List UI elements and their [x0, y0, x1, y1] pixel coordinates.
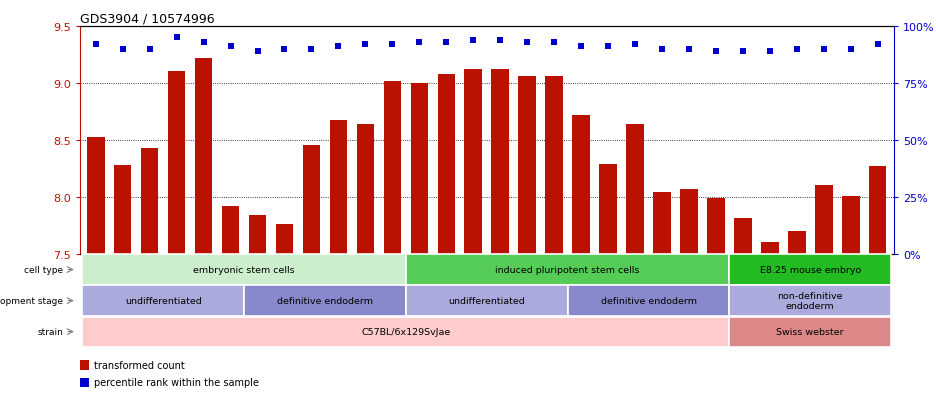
Bar [567, 286, 729, 316]
Point [385, 42, 400, 48]
Bar [244, 286, 406, 316]
Bar [384, 81, 402, 254]
Bar [729, 255, 891, 285]
Bar [729, 286, 891, 316]
Bar [680, 189, 697, 254]
Bar [546, 77, 563, 254]
Point [736, 49, 751, 55]
Text: E8.25 mouse embryo: E8.25 mouse embryo [760, 266, 861, 274]
Bar [626, 124, 644, 254]
Point [574, 44, 589, 51]
Text: cell type: cell type [23, 266, 63, 274]
Point [115, 46, 130, 53]
Point [169, 35, 184, 41]
Point [331, 44, 346, 51]
Bar [329, 121, 347, 254]
Bar [82, 255, 406, 285]
Bar [195, 59, 212, 254]
Bar [842, 196, 859, 254]
Point [277, 46, 292, 53]
Point [547, 40, 562, 46]
Bar [788, 231, 806, 254]
Bar [815, 186, 832, 254]
Text: GDS3904 / 10574996: GDS3904 / 10574996 [80, 13, 214, 26]
Bar [599, 164, 617, 254]
Point [197, 40, 212, 46]
Bar [464, 70, 482, 254]
Text: non-definitive
endoderm: non-definitive endoderm [778, 291, 843, 311]
Bar [141, 148, 158, 254]
Point [681, 46, 696, 53]
Point [142, 46, 157, 53]
Bar [411, 83, 428, 254]
Bar [734, 219, 752, 254]
Text: definitive endoderm: definitive endoderm [277, 297, 373, 305]
Point [762, 49, 777, 55]
Bar [82, 286, 244, 316]
Point [439, 40, 454, 46]
Point [412, 40, 427, 46]
Bar [249, 216, 266, 254]
Bar [222, 206, 240, 254]
Text: percentile rank within the sample: percentile rank within the sample [94, 377, 259, 387]
Point [816, 46, 831, 53]
Bar [114, 166, 131, 254]
Bar [302, 146, 320, 254]
Point [843, 46, 858, 53]
Bar [80, 378, 89, 387]
Text: development stage: development stage [0, 297, 63, 305]
Point [519, 40, 534, 46]
Bar [87, 138, 105, 254]
Bar [653, 193, 671, 254]
Text: undifferentiated: undifferentiated [124, 297, 201, 305]
Text: induced pluripotent stem cells: induced pluripotent stem cells [495, 266, 640, 274]
Text: Swiss webster: Swiss webster [777, 328, 844, 336]
Point [627, 42, 642, 48]
Bar [406, 255, 729, 285]
Point [654, 46, 669, 53]
Bar [168, 72, 185, 254]
Point [466, 37, 481, 44]
Bar [80, 361, 89, 370]
Bar [708, 198, 724, 254]
Bar [276, 225, 293, 254]
Text: definitive endoderm: definitive endoderm [601, 297, 696, 305]
Point [789, 46, 804, 53]
Bar [491, 70, 509, 254]
Point [304, 46, 319, 53]
Point [492, 37, 507, 44]
Text: embryonic stem cells: embryonic stem cells [193, 266, 295, 274]
Point [601, 44, 616, 51]
Point [709, 49, 724, 55]
Bar [357, 124, 374, 254]
Bar [572, 115, 590, 254]
Bar [729, 317, 891, 347]
Text: strain: strain [37, 328, 63, 336]
Bar [519, 77, 536, 254]
Bar [406, 286, 567, 316]
Text: undifferentiated: undifferentiated [448, 297, 525, 305]
Text: C57BL/6x129SvJae: C57BL/6x129SvJae [361, 328, 450, 336]
Bar [437, 74, 455, 254]
Point [223, 44, 238, 51]
Point [870, 42, 885, 48]
Bar [869, 166, 886, 254]
Bar [82, 317, 729, 347]
Point [250, 49, 265, 55]
Point [88, 42, 103, 48]
Bar [761, 243, 779, 254]
Point [358, 42, 373, 48]
Text: transformed count: transformed count [94, 360, 184, 370]
